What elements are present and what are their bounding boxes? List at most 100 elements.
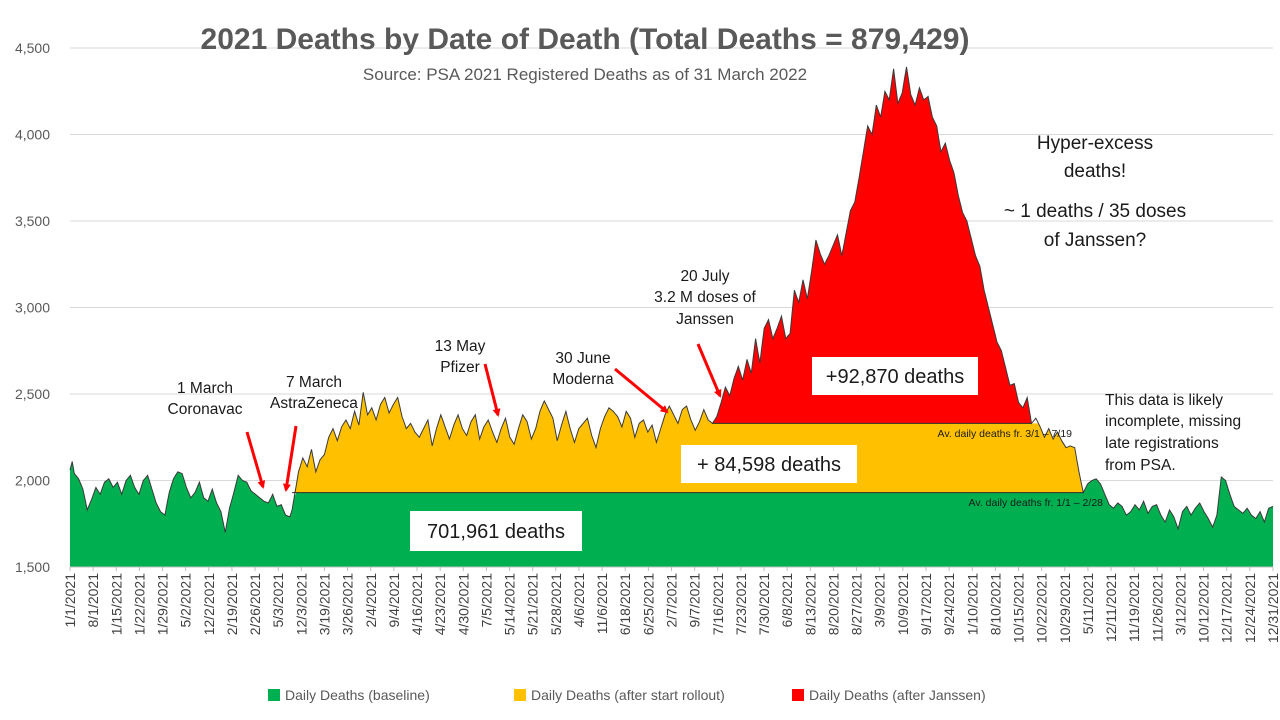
x-tick-label: 10/22/2021 xyxy=(1034,573,1050,643)
arrow-pfizer xyxy=(483,363,501,417)
x-tick-label: 12/2/2021 xyxy=(201,573,217,635)
x-tick-label: 9/7/2021 xyxy=(687,573,703,628)
x-tick-label: 4/16/2021 xyxy=(409,573,425,635)
annotation-janssen-name: Janssen xyxy=(676,311,734,328)
y-axis: 1,500 2,000 2,500 3,000 3,500 4,000 4,500 xyxy=(15,40,50,575)
gridlines xyxy=(70,47,1273,568)
x-axis: 1/1/2021 8/1/2021 1/15/2021 1/22/2021 1/29/2… xyxy=(62,567,1280,643)
x-tick-label: 12/17/2021 xyxy=(1219,573,1235,643)
x-tick-label: 2/19/2021 xyxy=(224,573,240,635)
x-tick-label: 7/5/2021 xyxy=(478,573,494,628)
y-tick-label: 1,500 xyxy=(15,559,50,575)
legend-label-baseline: Daily Deaths (baseline) xyxy=(285,687,430,703)
x-tick-label: 5/14/2021 xyxy=(502,573,518,635)
legend: Daily Deaths (baseline) Daily Deaths (af… xyxy=(268,687,986,703)
x-tick-label: 11/19/2021 xyxy=(1126,573,1142,642)
x-tick-label: 1/22/2021 xyxy=(131,573,147,635)
x-tick-label: 10/29/2021 xyxy=(1057,573,1073,643)
x-tick-label: 5/21/2021 xyxy=(525,573,541,635)
x-tick-label: 8/13/2021 xyxy=(802,573,818,635)
y-tick-label: 3,500 xyxy=(15,213,50,229)
x-tick-label: 6/8/2021 xyxy=(779,573,795,628)
x-tick-label: 1/1/2021 xyxy=(62,573,78,628)
x-tick-label: 7/16/2021 xyxy=(710,573,726,635)
x-tick-label: 6/18/2021 xyxy=(617,573,633,635)
x-tick-label: 8/27/2021 xyxy=(849,573,865,635)
x-tick-label: 1/10/2021 xyxy=(964,573,980,635)
legend-label-rollout: Daily Deaths (after start rollout) xyxy=(531,687,725,703)
x-tick-label: 2/4/2021 xyxy=(363,573,379,628)
x-tick-label: 10/12/2021 xyxy=(1196,573,1212,643)
x-tick-label: 2/26/2021 xyxy=(247,573,263,635)
hyper-excess-line3: ~ 1 deaths / 35 doses xyxy=(1004,201,1186,222)
annotation-coronavac-name: Coronavac xyxy=(168,401,243,418)
annotation-pfizer-date: 13 May xyxy=(435,338,486,355)
yellow-total-box xyxy=(681,445,857,483)
x-tick-label: 12/31/2021 xyxy=(1265,573,1280,643)
yellow-total-label: + 84,598 deaths xyxy=(697,454,841,476)
x-tick-label: 7/30/2021 xyxy=(756,573,772,635)
green-total-box xyxy=(410,511,582,551)
arrow-astrazeneca xyxy=(282,425,298,492)
chart-subtitle: Source: PSA 2021 Registered Deaths as of… xyxy=(363,65,807,84)
incomplete-note-line4: from PSA. xyxy=(1105,457,1176,474)
x-tick-label: 3/19/2021 xyxy=(316,573,332,635)
area-baseline xyxy=(70,461,1273,567)
x-tick-label: 9/4/2021 xyxy=(386,573,402,628)
x-tick-label: 11/6/2021 xyxy=(594,573,610,634)
arrow-coronavac xyxy=(245,431,266,489)
x-tick-label: 5/3/2021 xyxy=(270,573,286,628)
x-tick-label: 8/10/2021 xyxy=(987,573,1003,635)
incomplete-note-line2: incomplete, missing xyxy=(1105,413,1241,430)
legend-label-janssen: Daily Deaths (after Janssen) xyxy=(809,687,986,703)
x-tick-label: 5/11/2021 xyxy=(1080,573,1096,634)
x-tick-label: 1/29/2021 xyxy=(155,573,171,635)
y-tick-label: 2,000 xyxy=(15,473,50,489)
y-tick-label: 2,500 xyxy=(15,386,50,402)
annotation-janssen-date: 20 July xyxy=(680,268,729,285)
y-tick-label: 4,500 xyxy=(15,40,50,56)
annotation-moderna-name: Moderna xyxy=(552,371,614,388)
area-after-rollout xyxy=(292,392,1084,493)
x-tick-label: 4/23/2021 xyxy=(432,573,448,635)
x-tick-label: 1/15/2021 xyxy=(108,573,124,635)
legend-swatch-rollout xyxy=(514,689,526,701)
x-tick-label: 12/3/2021 xyxy=(293,573,309,635)
area-after-janssen xyxy=(712,67,1032,424)
areas xyxy=(69,66,1274,567)
x-tick-label: 3/9/2021 xyxy=(872,573,888,628)
x-tick-label: 3/12/2021 xyxy=(1172,573,1188,635)
rollout-average-label: Av. daily deaths fr. 3/1 – 7/19 xyxy=(938,428,1073,440)
annotation-coronavac-date: 1 March xyxy=(177,380,233,397)
x-tick-label: 12/11/2021 xyxy=(1103,573,1119,642)
legend-swatch-baseline xyxy=(268,689,280,701)
x-tick-label: 12/24/2021 xyxy=(1242,573,1258,643)
x-tick-label: 3/26/2021 xyxy=(340,573,356,635)
x-tick-label: 7/23/2021 xyxy=(733,573,749,635)
arrow-janssen xyxy=(696,343,722,398)
x-tick-label: 5/2/2021 xyxy=(178,573,194,628)
hyper-excess-line4: of Janssen? xyxy=(1044,230,1146,251)
green-total-label: 701,961 deaths xyxy=(427,521,565,543)
x-tick-label: 5/28/2021 xyxy=(548,573,564,635)
x-tick-label: 8/20/2021 xyxy=(825,573,841,635)
hyper-excess-line1: Hyper-excess xyxy=(1037,133,1153,154)
x-tick-label: 10/9/2021 xyxy=(895,573,911,635)
incomplete-note-line3: late registrations xyxy=(1105,435,1219,452)
red-total-box xyxy=(812,357,978,395)
x-tick-label: 2/7/2021 xyxy=(664,573,680,628)
arrow-moderna xyxy=(614,367,669,414)
annotation-moderna-date: 30 June xyxy=(555,350,610,367)
x-tick-label: 10/15/2021 xyxy=(1011,573,1027,643)
x-tick-label: 11/26/2021 xyxy=(1149,573,1165,642)
legend-swatch-janssen xyxy=(792,689,804,701)
hyper-excess-line2: deaths! xyxy=(1064,161,1126,182)
incomplete-note-line1: This data is likely xyxy=(1105,392,1223,409)
baseline-average-label: Av. daily deaths fr. 1/1 – 2/28 xyxy=(969,497,1104,509)
x-tick-label: 8/1/2021 xyxy=(85,573,101,628)
daily-deaths-line xyxy=(69,66,1274,533)
annotation-astrazeneca-date: 7 March xyxy=(286,374,342,391)
y-tick-label: 4,000 xyxy=(15,127,50,143)
x-tick-label: 4/6/2021 xyxy=(571,573,587,628)
